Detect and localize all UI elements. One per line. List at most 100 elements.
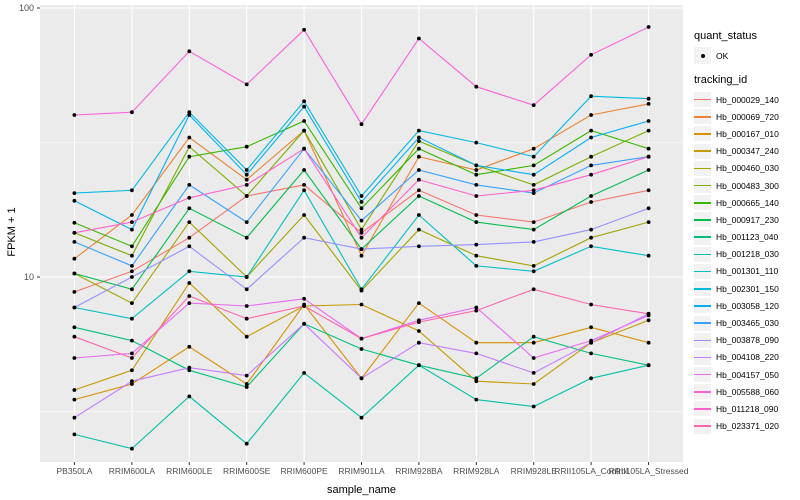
data-point bbox=[130, 287, 134, 292]
legend-line-icon bbox=[694, 373, 711, 376]
data-point bbox=[531, 240, 536, 244]
legend-line-icon bbox=[694, 98, 711, 101]
data-point bbox=[130, 110, 134, 115]
data-point bbox=[474, 340, 479, 345]
color-line-key bbox=[694, 332, 711, 348]
x-tick-label: RRIM600PE bbox=[280, 466, 328, 476]
data-point bbox=[302, 321, 306, 326]
data-point bbox=[72, 290, 77, 294]
data-point bbox=[474, 140, 479, 145]
legend-line-icon bbox=[694, 133, 711, 135]
data-point bbox=[417, 301, 421, 305]
data-point bbox=[130, 188, 134, 193]
data-point bbox=[589, 194, 593, 198]
data-point bbox=[531, 146, 536, 151]
data-point bbox=[244, 441, 249, 446]
data-point bbox=[531, 172, 536, 177]
x-tick-label: RRIM928LE bbox=[511, 466, 558, 476]
legend-item-Hb_000483_300: Hb_000483_300 bbox=[694, 177, 798, 194]
data-point bbox=[302, 371, 306, 375]
data-point bbox=[646, 154, 651, 159]
data-point bbox=[359, 302, 364, 307]
data-point bbox=[130, 220, 134, 225]
data-point bbox=[244, 177, 249, 182]
legend-item-label: Hb_003465_030 bbox=[716, 318, 779, 329]
legend-item-Hb_023371_020: Hb_023371_020 bbox=[694, 418, 798, 435]
data-point bbox=[187, 365, 192, 370]
data-point bbox=[646, 220, 651, 225]
data-point bbox=[130, 269, 134, 274]
data-point bbox=[531, 382, 536, 386]
legend-item-label: Hb_003878_090 bbox=[716, 335, 779, 346]
data-point bbox=[359, 247, 364, 252]
data-point bbox=[589, 302, 593, 307]
data-point bbox=[417, 146, 421, 151]
data-point bbox=[589, 200, 593, 204]
data-point bbox=[531, 356, 536, 360]
data-point bbox=[72, 198, 77, 203]
x-tick-label: RRII105LA_Stressed bbox=[609, 466, 689, 476]
data-point bbox=[359, 200, 364, 204]
data-point bbox=[474, 308, 479, 313]
data-point bbox=[359, 253, 364, 258]
data-point bbox=[187, 394, 192, 399]
legend-item-Hb_000917_230: Hb_000917_230 bbox=[694, 211, 798, 228]
data-point bbox=[531, 371, 536, 375]
data-point bbox=[646, 206, 651, 211]
data-point bbox=[302, 99, 306, 104]
data-point bbox=[244, 168, 249, 172]
data-point bbox=[244, 183, 249, 187]
data-point bbox=[187, 368, 192, 373]
data-point bbox=[531, 227, 536, 232]
data-point bbox=[589, 338, 593, 343]
legend-item-label: Hb_000167_010 bbox=[716, 128, 779, 139]
data-point bbox=[72, 397, 77, 402]
data-point bbox=[589, 163, 593, 168]
data-point bbox=[302, 213, 306, 217]
data-point bbox=[130, 316, 134, 321]
data-point bbox=[417, 139, 421, 144]
data-point bbox=[302, 304, 306, 308]
x-axis-title: sample_name bbox=[326, 484, 397, 496]
data-point bbox=[646, 311, 651, 316]
data-point bbox=[417, 36, 421, 41]
x-tick-label: RRIM928BA bbox=[395, 466, 443, 476]
data-point bbox=[302, 188, 306, 193]
color-line-key bbox=[694, 195, 711, 211]
data-point bbox=[302, 119, 306, 123]
color-line-key bbox=[694, 281, 711, 297]
data-point bbox=[130, 368, 134, 373]
legend-item-label: Hb_023371_020 bbox=[716, 421, 779, 432]
data-point bbox=[646, 318, 651, 323]
data-point bbox=[130, 338, 134, 343]
data-point bbox=[244, 194, 249, 198]
data-point bbox=[244, 316, 249, 321]
y-tick-label: 10 bbox=[24, 272, 34, 282]
legend-line-icon bbox=[694, 236, 711, 238]
legend-item-Hb_000167_010: Hb_000167_010 bbox=[694, 125, 798, 142]
data-point bbox=[474, 264, 479, 268]
data-point bbox=[244, 275, 249, 279]
legend-item-Hb_000029_140: Hb_000029_140 bbox=[694, 91, 798, 108]
data-point bbox=[589, 172, 593, 177]
tracking-id-legend-title: tracking_id bbox=[694, 74, 748, 86]
data-point bbox=[72, 325, 77, 330]
data-point bbox=[130, 356, 134, 360]
data-point bbox=[589, 113, 593, 117]
data-point bbox=[417, 329, 421, 333]
legend-item-Hb_002301_150: Hb_002301_150 bbox=[694, 280, 798, 297]
data-point bbox=[359, 230, 364, 235]
data-point bbox=[72, 240, 77, 244]
data-point bbox=[130, 253, 134, 258]
data-point bbox=[359, 194, 364, 198]
legend-item-label: Hb_001218_030 bbox=[716, 249, 779, 260]
data-point bbox=[187, 344, 192, 349]
legend-line-icon bbox=[694, 270, 711, 273]
legend-line-icon bbox=[694, 339, 711, 342]
legend-item-label: Hb_000665_140 bbox=[716, 197, 779, 208]
color-line-key bbox=[694, 315, 711, 331]
data-point bbox=[72, 230, 77, 235]
color-line-key bbox=[694, 229, 711, 245]
data-point bbox=[359, 287, 364, 292]
data-point bbox=[474, 172, 479, 177]
